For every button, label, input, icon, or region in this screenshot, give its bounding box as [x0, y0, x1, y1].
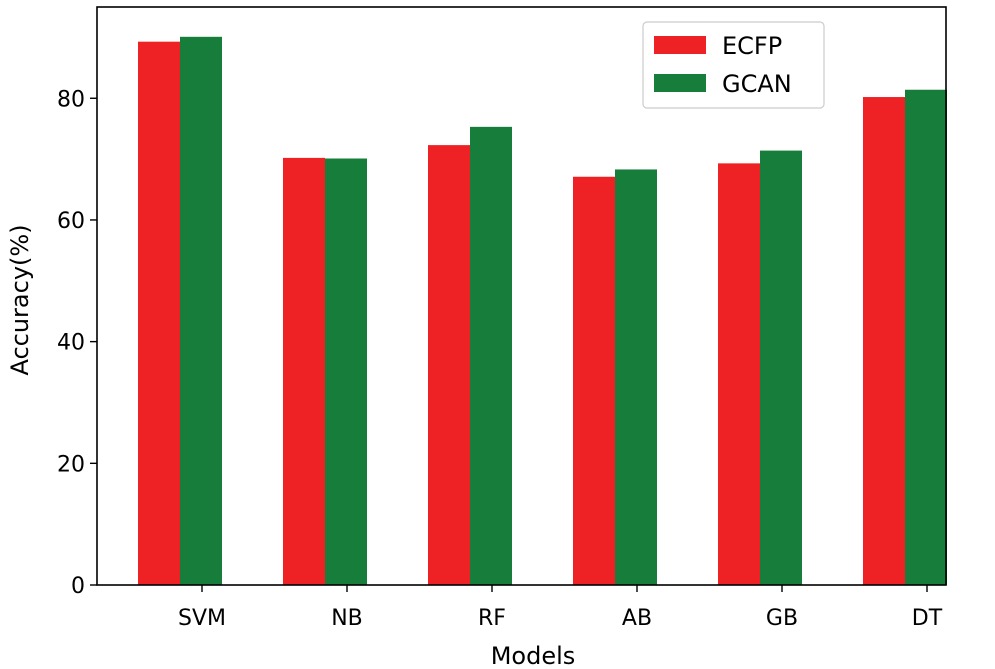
legend-swatch-gcan — [654, 74, 706, 92]
x-tick-label-svm: SVM — [178, 606, 226, 631]
bar-gcan-gb — [760, 150, 802, 585]
bar-ecfp-svm — [138, 41, 180, 586]
y-axis-ticks: 0 20 40 60 80 — [57, 87, 97, 599]
bar-ecfp-gb — [718, 163, 760, 586]
x-tick-label-rf: RF — [478, 606, 506, 631]
x-axis-label: Models — [491, 642, 576, 669]
x-axis-ticks: SVM NB RF AB GB DT — [178, 585, 943, 631]
bar-ecfp-ab — [573, 176, 615, 585]
bar-gcan-nb — [325, 158, 367, 586]
y-tick-label: 20 — [57, 452, 85, 477]
bar-gcan-rf — [470, 126, 512, 585]
x-tick-label-nb: NB — [331, 606, 363, 631]
legend-swatch-ecfp — [654, 36, 706, 54]
legend-label-ecfp: ECFP — [722, 32, 782, 60]
x-tick-label-dt: DT — [912, 606, 943, 631]
y-tick-label: 80 — [57, 87, 85, 112]
bar-gcan-svm — [180, 36, 222, 586]
legend-label-gcan: GCAN — [722, 70, 792, 98]
y-tick-label: 0 — [71, 574, 85, 599]
bar-ecfp-rf — [428, 145, 470, 585]
y-tick-label: 60 — [57, 209, 85, 234]
plot-frame — [96, 6, 947, 586]
y-tick-label: 40 — [57, 331, 85, 356]
bars — [138, 36, 947, 586]
x-tick-label-gb: GB — [766, 606, 798, 631]
axes — [96, 6, 947, 586]
bar-gcan-dt — [905, 89, 947, 585]
y-axis-label: Accuracy(%) — [6, 224, 34, 375]
bar-gcan-ab — [615, 169, 657, 585]
x-tick-label-ab: AB — [622, 606, 652, 631]
legend: ECFP GCAN — [642, 21, 825, 109]
bar-ecfp-nb — [283, 157, 325, 585]
bar-ecfp-dt — [863, 97, 905, 585]
